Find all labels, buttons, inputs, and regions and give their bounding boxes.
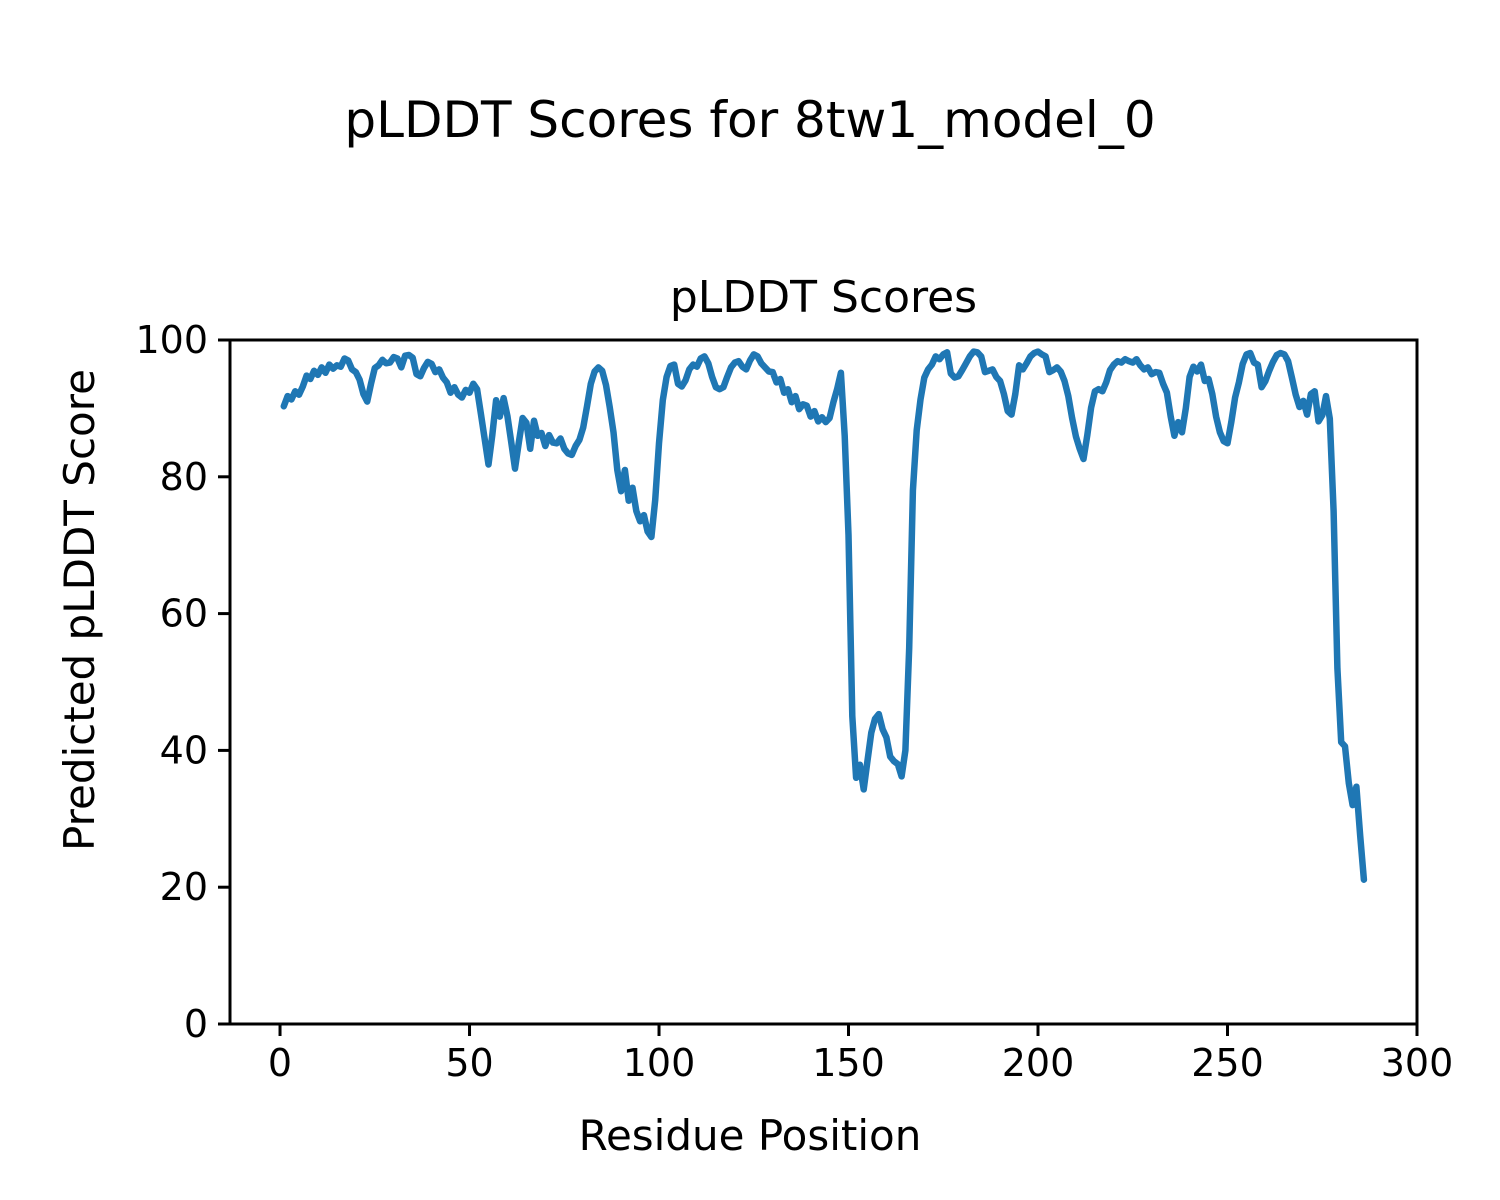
y-axis-label: Predicted pLDDT Score bbox=[55, 369, 104, 851]
figure-title: pLDDT Scores for 8tw1_model_0 bbox=[344, 91, 1156, 149]
axes-title: pLDDT Scores bbox=[669, 272, 978, 323]
x-axis-label: Residue Position bbox=[578, 1111, 922, 1160]
y-tick-label: 60 bbox=[160, 592, 208, 636]
x-tick-label: 250 bbox=[1191, 1041, 1264, 1085]
x-axis-ticks: 0 50 100 150 200 250 300 bbox=[268, 1024, 1453, 1085]
x-tick-label: 100 bbox=[623, 1041, 696, 1085]
y-tick-label: 40 bbox=[160, 728, 208, 772]
x-tick-label: 200 bbox=[1002, 1041, 1075, 1085]
y-tick-label: 20 bbox=[160, 865, 208, 909]
y-axis-ticks: 0 20 40 60 80 100 bbox=[135, 318, 230, 1046]
axes-spines bbox=[228, 338, 1419, 1026]
plddt-line-series bbox=[280, 348, 1368, 883]
y-tick-label: 80 bbox=[160, 455, 208, 499]
x-tick-label: 150 bbox=[812, 1041, 885, 1085]
x-tick-label: 0 bbox=[268, 1041, 292, 1085]
x-tick-label: 300 bbox=[1381, 1041, 1454, 1085]
x-tick-label: 50 bbox=[445, 1041, 493, 1085]
y-tick-label: 100 bbox=[135, 318, 208, 362]
y-tick-label: 0 bbox=[184, 1002, 208, 1046]
